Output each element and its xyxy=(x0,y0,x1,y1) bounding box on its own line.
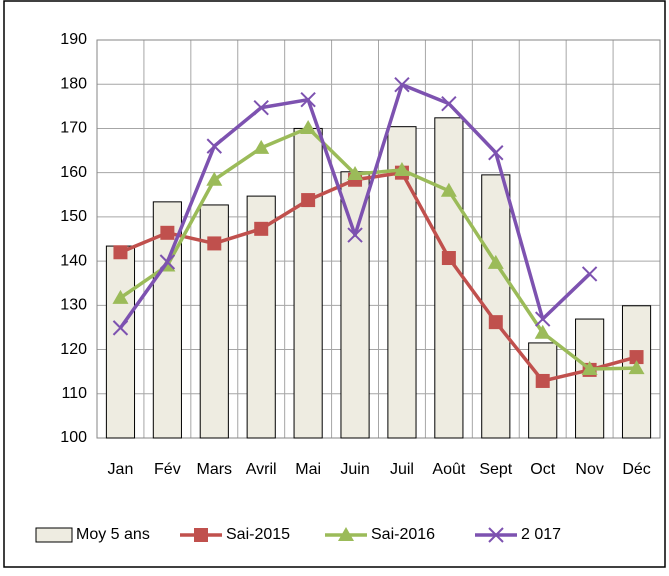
bar xyxy=(575,318,605,439)
x-tick-label: Oct xyxy=(530,461,555,478)
marker-square xyxy=(254,221,269,236)
y-tick-label: 110 xyxy=(61,385,87,402)
y-tick-label: 120 xyxy=(60,341,87,358)
bar xyxy=(340,171,370,439)
marker-x xyxy=(300,91,316,108)
x-tick-label: Nov xyxy=(575,461,603,478)
bar xyxy=(293,127,323,439)
legend-marker xyxy=(488,527,504,543)
marker-square xyxy=(535,373,550,388)
marker-square xyxy=(301,193,316,208)
x-tick-label: Sept xyxy=(479,461,512,478)
bar xyxy=(105,245,136,439)
marker-x xyxy=(347,227,363,243)
bar xyxy=(528,342,558,439)
x-tick-label: Mars xyxy=(197,461,233,478)
x-tick-label: Fév xyxy=(154,461,181,478)
marker-triangle xyxy=(347,165,364,180)
legend-label: Moy 5 ans xyxy=(76,526,150,543)
y-tick-label: 180 xyxy=(60,75,87,92)
marker-triangle xyxy=(534,324,551,339)
marker-x xyxy=(535,311,551,327)
x-tick-label: Août xyxy=(432,461,465,478)
marker-square xyxy=(113,245,128,260)
marker-triangle xyxy=(487,254,504,269)
plot-frame xyxy=(96,39,661,439)
marker-square xyxy=(441,251,456,266)
x-tick-label: Juil xyxy=(390,461,414,478)
x-tick-label: Juin xyxy=(340,461,369,478)
x-tick-label: Avril xyxy=(246,461,277,478)
x-tick-label: Jan xyxy=(108,461,134,478)
legend-swatch xyxy=(35,527,73,543)
bar xyxy=(481,174,511,439)
series-line xyxy=(119,126,637,371)
marker-x xyxy=(441,95,457,112)
marker-x xyxy=(581,266,598,282)
marker-triangle xyxy=(440,182,457,197)
y-tick-label: 140 xyxy=(60,252,87,269)
marker-square xyxy=(488,315,503,330)
marker-square xyxy=(629,350,644,365)
series-line xyxy=(119,170,638,383)
legend-marker xyxy=(338,527,354,541)
y-tick-label: 100 xyxy=(60,429,87,446)
marker-triangle xyxy=(393,162,410,177)
marker-triangle xyxy=(112,289,129,304)
marker-x xyxy=(206,138,222,154)
y-tick-label: 170 xyxy=(60,120,87,137)
marker-x xyxy=(112,320,129,336)
legend-marker xyxy=(194,528,208,542)
y-tick-label: 130 xyxy=(60,297,87,314)
legend-label: Sai-2016 xyxy=(371,526,435,543)
y-tick-label: 150 xyxy=(60,208,87,225)
marker-square xyxy=(207,236,222,251)
y-tick-label: 160 xyxy=(60,164,87,181)
legend-label: 2 017 xyxy=(521,526,561,543)
x-tick-label: Mai xyxy=(295,461,321,478)
marker-triangle xyxy=(253,139,270,154)
marker-x xyxy=(159,254,176,270)
marker-x xyxy=(253,99,269,116)
marker-triangle xyxy=(581,361,598,376)
marker-triangle xyxy=(206,171,223,186)
bar xyxy=(434,117,464,439)
bar xyxy=(246,195,276,439)
marker-x xyxy=(394,76,410,93)
marker-triangle xyxy=(300,120,317,135)
marker-triangle xyxy=(628,360,645,375)
marker-square xyxy=(160,225,175,240)
legend-label: Sai-2015 xyxy=(226,526,290,543)
marker-x xyxy=(488,145,504,161)
x-tick-label: Déc xyxy=(622,461,650,478)
y-tick-label: 190 xyxy=(60,31,87,48)
